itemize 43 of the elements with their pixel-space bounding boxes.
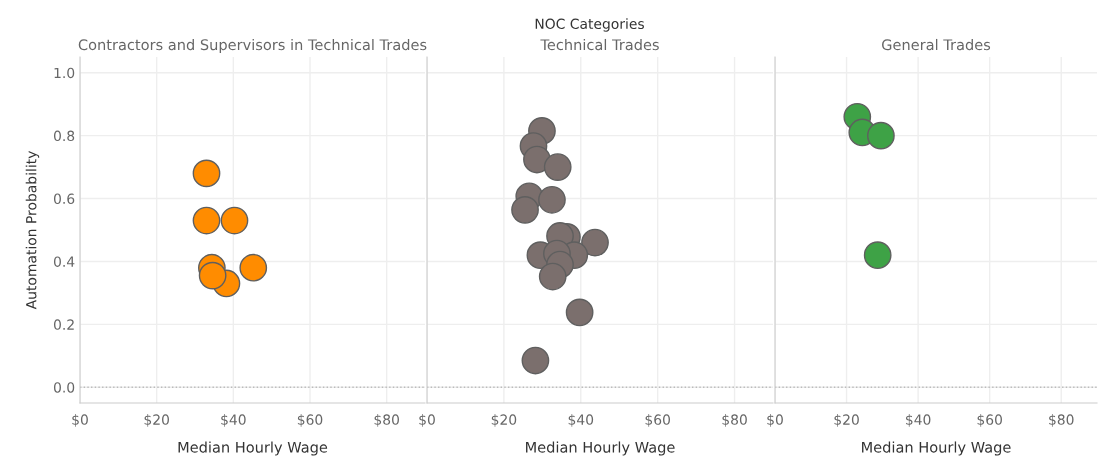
x-axis-title: Median Hourly Wage xyxy=(862,441,1011,456)
x-tick-label: $0 xyxy=(419,414,435,427)
point xyxy=(867,121,895,150)
text: NOC Categories xyxy=(535,18,644,32)
x-tick-label: $40 xyxy=(906,414,931,427)
point xyxy=(198,261,227,290)
point xyxy=(863,241,892,270)
point xyxy=(521,346,550,375)
x-tick-label: $20 xyxy=(144,414,169,427)
point xyxy=(511,195,539,224)
x-tick-label: $0 xyxy=(767,414,783,427)
x-tick-label: $60 xyxy=(977,414,1002,427)
x-tick-label: $60 xyxy=(645,414,670,427)
point xyxy=(581,228,609,257)
point xyxy=(192,159,221,188)
x-axis-title: Median Hourly Wage xyxy=(178,441,328,456)
chart-title: Technical Trades xyxy=(540,38,659,51)
x-tick-label: $60 xyxy=(297,414,323,427)
y-tick-label: 0.2 xyxy=(53,319,74,330)
point xyxy=(538,185,566,214)
point xyxy=(543,153,572,181)
x-tick-label: $80 xyxy=(1049,414,1074,427)
chart-title: General Trades xyxy=(882,38,991,51)
x-tick-label: $20 xyxy=(491,414,517,427)
y-tick-label: 0.0 xyxy=(53,382,75,393)
y-tick-label: 0.4 xyxy=(53,256,75,267)
point xyxy=(192,206,221,235)
point xyxy=(220,206,249,235)
x-tick-label: $20 xyxy=(834,414,859,427)
y-axis-title: Automation Probability xyxy=(25,151,40,310)
x-tick-label: $0 xyxy=(72,414,88,427)
x-tick-label: $40 xyxy=(221,414,246,427)
x-tick-label: $80 xyxy=(374,414,399,427)
x-axis-title: Median Hourly Wage xyxy=(526,441,675,456)
point xyxy=(565,298,594,327)
point xyxy=(538,262,567,291)
y-tick-label: 1.0 xyxy=(54,67,75,79)
y-tick-label: 0.6 xyxy=(53,193,75,205)
y-tick-label: 0.8 xyxy=(53,130,75,142)
x-tick-label: $40 xyxy=(568,414,594,427)
x-tick-label: $80 xyxy=(722,414,747,427)
chart-title: Contractors and Supervisors in Technical Trades xyxy=(78,38,427,54)
point xyxy=(239,253,268,282)
